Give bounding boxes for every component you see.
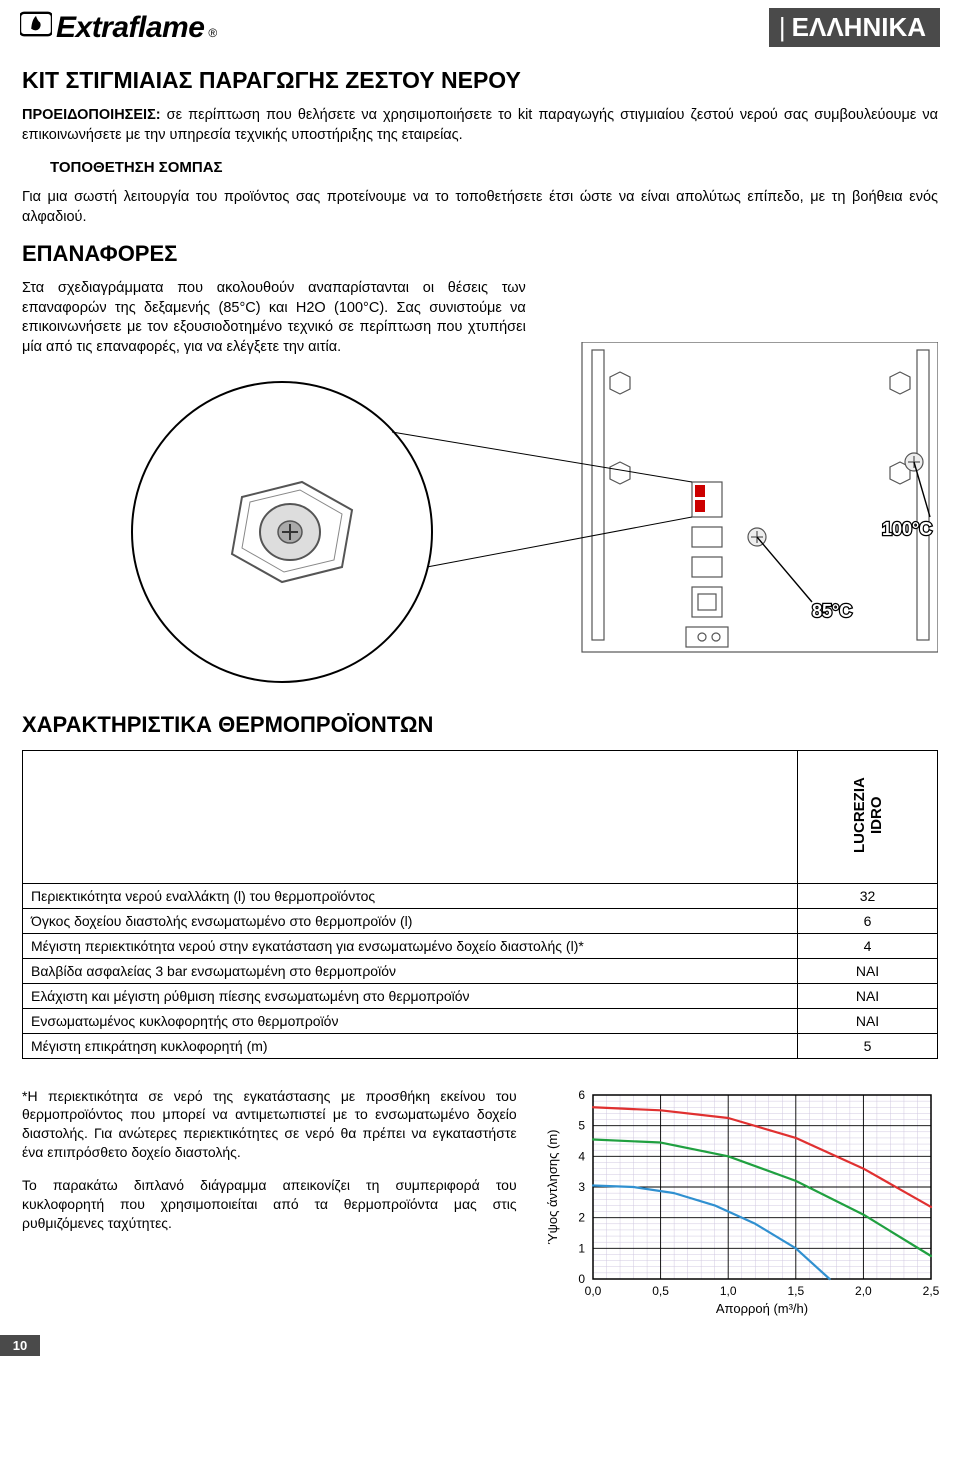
footnote-1: *Η περιεκτικότητα σε νερό της εγκατάστασ… [22, 1087, 517, 1163]
label-100c: 100°C [882, 519, 932, 539]
placement-paragraph: Για μια σωστή λειτουργία του προϊόντος σ… [22, 188, 938, 227]
row-value: 32 [798, 883, 938, 908]
language-label: ΕΛΛΗΝΙΚΑ [792, 12, 926, 42]
row-label: Όγκος δοχείου διαστολής ενσωματωμένο στο… [23, 908, 798, 933]
footnote-2: Το παρακάτω διπλανό διάγραμμα απεικονίζε… [22, 1176, 517, 1233]
brand-logo: Extraflame ® [20, 11, 217, 45]
pump-chart: 0,0 0,5 1,0 1,5 2,0 2,5 0 1 2 3 4 5 6 Απορροή (m³/h) Ύ… [541, 1087, 941, 1317]
placement-heading: ΤΟΠΟΘΕΤΗΣΗ ΣΟΜΠΑΣ [50, 159, 938, 176]
table-row: Μέγιστη περιεκτικότητα νερού στην εγκατά… [23, 933, 938, 958]
row-label: Βαλβίδα ασφαλείας 3 bar ενσωματωμένη στο… [23, 958, 798, 983]
table-row: Μέγιστη επικράτηση κυκλοφορητή (m)5 [23, 1033, 938, 1058]
svg-text:0,5: 0,5 [652, 1284, 669, 1298]
row-value: 6 [798, 908, 938, 933]
resets-heading: ΕΠΑΝΑΦΟΡΕΣ [22, 241, 938, 267]
row-label: Μέγιστη περιεκτικότητα νερού στην εγκατά… [23, 933, 798, 958]
svg-text:3: 3 [578, 1180, 585, 1194]
svg-text:4: 4 [578, 1149, 585, 1163]
technical-diagram: 85°C 100°C [22, 342, 938, 702]
row-label: Ενσωματωμένος κυκλοφορητής στο θερμοπροϊ… [23, 1008, 798, 1033]
svg-text:2: 2 [578, 1210, 585, 1224]
row-label: Μέγιστη επικράτηση κυκλοφορητή (m) [23, 1033, 798, 1058]
page-header: Extraflame ® |ΕΛΛΗΝΙΚΑ [0, 0, 960, 51]
row-value: 5 [798, 1033, 938, 1058]
spec-table: LUCREZIA IDRO Περιεκτικότητα νερού εναλλ… [22, 750, 938, 1059]
page-number: 10 [0, 1335, 40, 1356]
row-label: Περιεκτικότητα νερού εναλλάκτη (l) του θ… [23, 883, 798, 908]
row-value: ΝΑΙ [798, 1008, 938, 1033]
svg-text:1,0: 1,0 [719, 1284, 736, 1298]
table-row: Περιεκτικότητα νερού εναλλάκτη (l) του θ… [23, 883, 938, 908]
language-indicator: |ΕΛΛΗΝΙΚΑ [769, 8, 940, 47]
svg-text:6: 6 [578, 1088, 585, 1102]
svg-text:2,5: 2,5 [922, 1284, 939, 1298]
table-row: Ενσωματωμένος κυκλοφορητής στο θερμοπροϊ… [23, 1008, 938, 1033]
bottom-section: *Η περιεκτικότητα σε νερό της εγκατάστασ… [22, 1087, 938, 1317]
table-row: Βαλβίδα ασφαλείας 3 bar ενσωματωμένη στο… [23, 958, 938, 983]
table-row: Ελάχιστη και μέγιστη ρύθμιση πίεσης ενσω… [23, 983, 938, 1008]
row-value: ΝΑΙ [798, 958, 938, 983]
row-label: Ελάχιστη και μέγιστη ρύθμιση πίεσης ενσω… [23, 983, 798, 1008]
warnings-paragraph: ΠΡΟΕΙΔΟΠΟΙΗΣΕΙΣ: σε περίπτωση που θελήσε… [22, 106, 938, 145]
svg-text:Απορροή (m³/h): Απορροή (m³/h) [716, 1301, 808, 1316]
flame-icon [20, 11, 52, 37]
brand-name: Extraflame [56, 11, 204, 45]
svg-text:1: 1 [578, 1241, 585, 1255]
page-title: ΚΙΤ ΣΤΙΓΜΙΑΙΑΣ ΠΑΡΑΓΩΓΗΣ ΖΕΣΤΟΥ ΝΕΡΟΥ [22, 67, 938, 94]
characteristics-heading: ΧΑΡΑΚΤΗΡΙΣΤΙΚΑ ΘΕΡΜΟΠΡΟΪΟΝΤΩΝ [22, 712, 938, 738]
svg-text:0: 0 [578, 1272, 585, 1286]
model-name: LUCREZIA IDRO [851, 755, 885, 875]
language-pipe: | [779, 12, 786, 42]
svg-text:0,0: 0,0 [584, 1284, 601, 1298]
label-85c: 85°C [812, 601, 852, 621]
warnings-lead: ΠΡΟΕΙΔΟΠΟΙΗΣΕΙΣ: [22, 107, 161, 123]
svg-text:5: 5 [578, 1118, 585, 1132]
registered-mark: ® [208, 26, 217, 40]
svg-text:1,5: 1,5 [787, 1284, 804, 1298]
row-value: ΝΑΙ [798, 983, 938, 1008]
svg-text:Ύψος άντλησης (m): Ύψος άντλησης (m) [545, 1129, 560, 1244]
model-header: LUCREZIA IDRO [798, 750, 938, 883]
row-value: 4 [798, 933, 938, 958]
svg-text:2,0: 2,0 [855, 1284, 872, 1298]
table-row: Όγκος δοχείου διαστολής ενσωματωμένο στο… [23, 908, 938, 933]
